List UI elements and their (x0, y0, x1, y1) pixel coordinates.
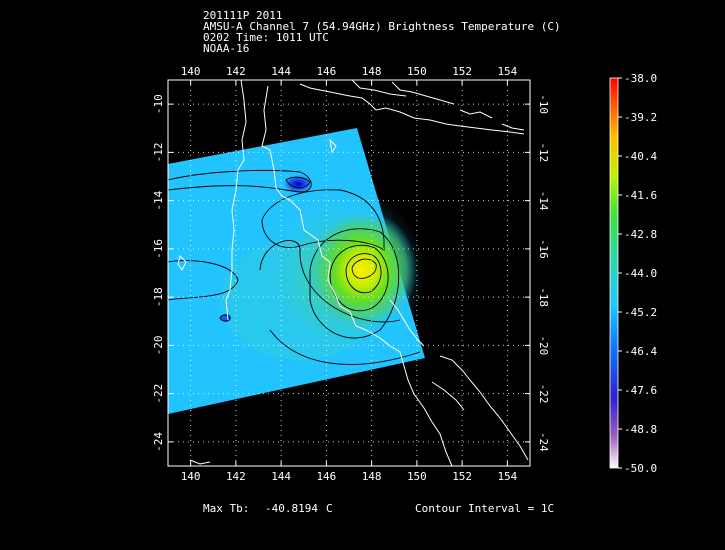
lat-lon-grid (168, 80, 530, 466)
lat-tick-label-right: -20 (537, 335, 550, 355)
lon-tick-label-top: 146 (316, 65, 336, 78)
colorbar-gradient (610, 78, 618, 468)
colorbar-label: -48.8 (624, 423, 657, 436)
data-swath (168, 128, 425, 414)
title-satellite: NOAA-16 (203, 42, 250, 55)
lon-tick-label-top: 154 (497, 65, 517, 78)
max-tb-value: -40.8194 (265, 502, 318, 515)
lon-tick-label-bottom: 148 (362, 470, 382, 483)
lat-tick-label-right: -12 (537, 142, 550, 162)
lon-tick-label-bottom: 144 (271, 470, 291, 483)
lat-tick-label-left: -16 (152, 239, 165, 259)
colorbar-label: -38.0 (624, 72, 657, 85)
map-frame (167, 79, 531, 467)
lat-tick-label-right: -24 (537, 432, 550, 452)
lat-tick-label-right: -18 (537, 287, 550, 307)
colorbar-label: -46.4 (624, 345, 657, 358)
lon-tick-label-top: 140 (181, 65, 201, 78)
lat-tick-label-left: -12 (152, 142, 165, 162)
colorbar-label: -39.2 (624, 111, 657, 124)
colorbar-label: -47.6 (624, 384, 657, 397)
contour-interval-label: Contour Interval = 1C (415, 502, 555, 515)
colorbar-label: -40.4 (624, 150, 657, 163)
lat-tick-label-left: -24 (152, 432, 165, 452)
lon-tick-label-bottom: 142 (226, 470, 246, 483)
colorbar-label: -44.0 (624, 267, 657, 280)
colorbar-label: -45.2 (624, 306, 657, 319)
lon-tick-label-bottom: 152 (452, 470, 472, 483)
lat-tick-label-left: -10 (152, 94, 165, 114)
lat-tick-label-left: -14 (152, 190, 165, 210)
lon-tick-label-top: 144 (271, 65, 291, 78)
lat-tick-label-right: -10 (537, 94, 550, 114)
title-storm-id: 201111P 2011 (203, 9, 283, 22)
title-time: 0202 Time: 1011 UTC (203, 31, 329, 44)
max-tb-label: Max Tb: (203, 502, 250, 515)
lon-tick-label-bottom: 146 (316, 470, 336, 483)
map-title-block: 201111P 2011 AMSU-A Channel 7 (54.94GHz)… (203, 10, 561, 54)
longitude-axis: 140 140 142 142 144 144 146 146 148 148 150 150 152 1… (181, 65, 518, 483)
coastlines (177, 80, 529, 466)
max-tb-unit: C (326, 502, 333, 515)
lon-tick-label-top: 148 (362, 65, 382, 78)
colorbar-label: -42.8 (624, 228, 657, 241)
colorbar: -38.0 -39.2 -40.4 -41.6 -42.8 -44.0 -45.2 -46.4… (609, 72, 657, 475)
title-sensor: AMSU-A Channel 7 (54.94GHz) Brightness T… (203, 20, 561, 33)
warm-core (307, 210, 417, 330)
lon-tick-label-top: 142 (226, 65, 246, 78)
lat-tick-label-right: -16 (537, 239, 550, 259)
lat-tick-label-left: -20 (152, 335, 165, 355)
lon-tick-label-top: 152 (452, 65, 472, 78)
lon-tick-label-bottom: 150 (407, 470, 427, 483)
contours (168, 169, 421, 365)
lon-tick-label-top: 150 (407, 65, 427, 78)
lat-tick-label-right: -14 (537, 191, 550, 211)
lon-tick-label-bottom: 154 (497, 470, 517, 483)
lon-tick-label-bottom: 140 (181, 470, 201, 483)
lat-tick-label-left: -22 (152, 384, 165, 404)
lat-tick-label-left: -18 (152, 287, 165, 307)
latitude-axis: -10 -10 -12 -12 -14 -14 -16 -16 -18 -18 -20 -20 -22 -… (152, 94, 550, 452)
colorbar-label: -41.6 (624, 189, 657, 202)
lat-tick-label-right: -22 (537, 384, 550, 404)
colorbar-label: -50.0 (624, 462, 657, 475)
